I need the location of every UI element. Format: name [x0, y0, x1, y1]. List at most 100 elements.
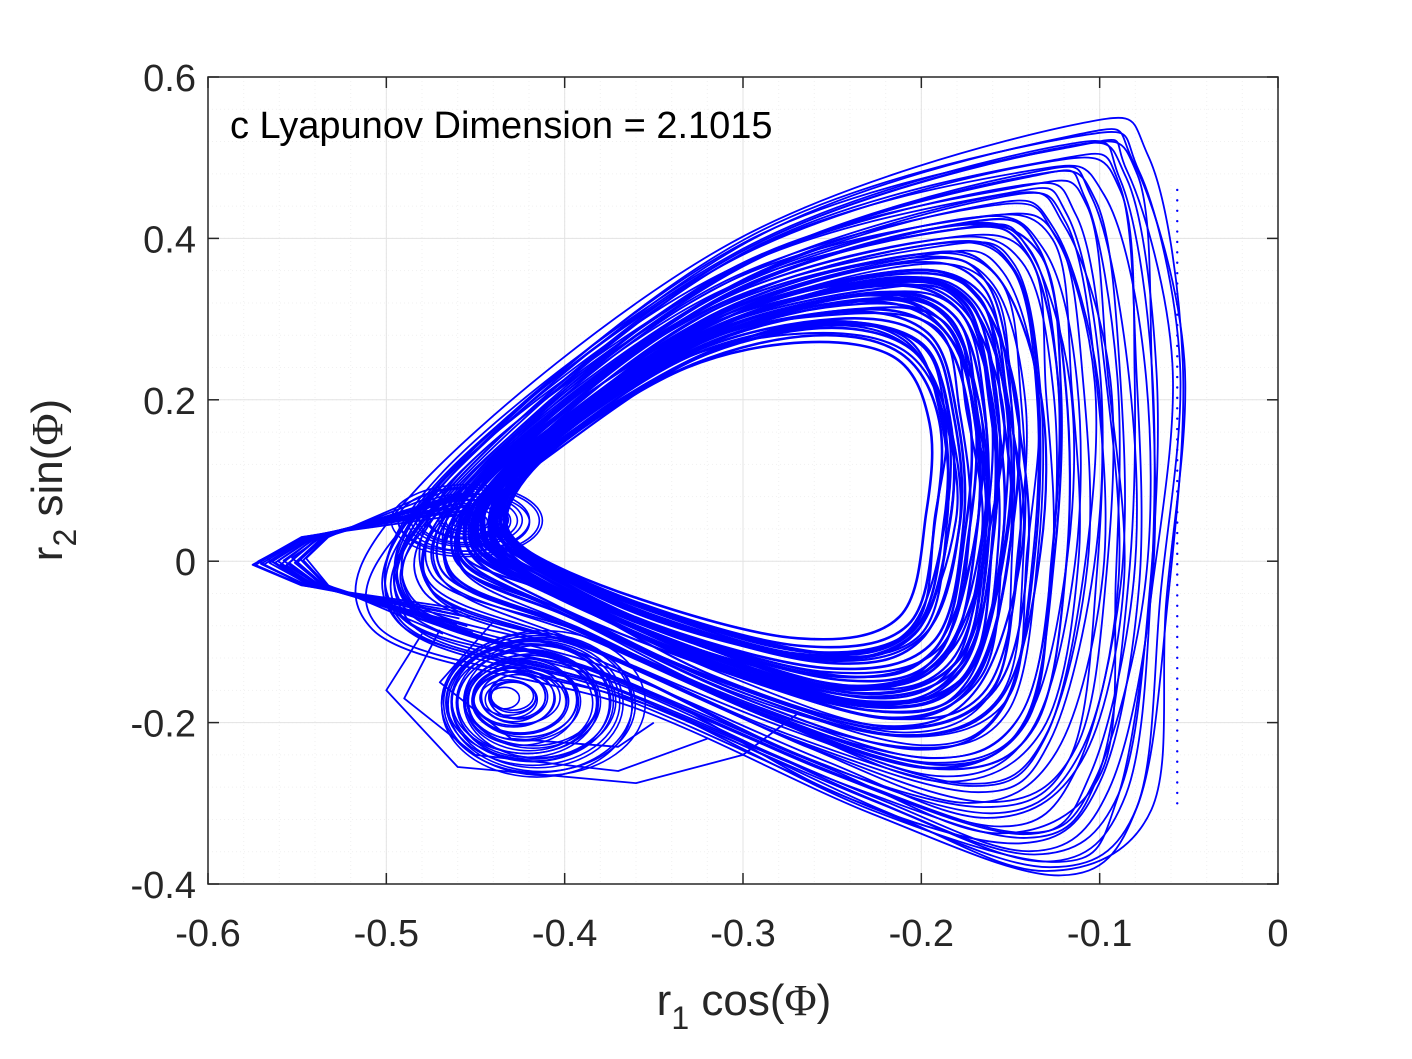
y-axis-label-base: r — [23, 547, 72, 562]
trajectory-edge-dot — [1176, 375, 1179, 379]
y-axis-label-symbol: Φ — [23, 413, 72, 445]
trajectory-edge-dot — [1176, 240, 1179, 244]
trajectory-edge-dot — [1176, 521, 1179, 524]
y-axis-label-close: ) — [23, 399, 72, 414]
y-tick-label: 0.2 — [143, 381, 196, 423]
trajectory-loop — [354, 116, 1185, 877]
trajectory-edge-dot — [1176, 427, 1179, 431]
trajectory-swirl — [418, 498, 512, 544]
trajectory-edge-dot — [1176, 687, 1179, 691]
x-axis-label-subscript: 1 — [671, 1000, 689, 1036]
trajectory-edge-dot — [1176, 791, 1179, 795]
y-axis-label-func: sin( — [23, 445, 72, 528]
trajectory-edge-dot — [1176, 386, 1179, 389]
trajectory-edge-dot — [1176, 188, 1179, 192]
trajectory-edge-dot — [1176, 563, 1179, 566]
trajectory-loop — [435, 217, 1072, 771]
y-tick-label: 0.4 — [143, 219, 196, 261]
trajectory-edge-dot — [1176, 303, 1179, 306]
trajectory-loop — [456, 260, 1026, 728]
trajectory-swirl — [415, 495, 519, 546]
trajectory-edge-dot — [1176, 292, 1179, 296]
trajectory-edge-dot — [1176, 469, 1179, 472]
trajectory-loop — [384, 131, 1182, 869]
trajectory-edge-dot — [1176, 573, 1179, 576]
trajectory-edge-dot — [1176, 448, 1179, 452]
trajectory-edge-dot — [1176, 802, 1179, 805]
trajectory-edge-dot — [1176, 323, 1179, 327]
y-axis-label-subscript: 2 — [47, 529, 83, 547]
trajectory-swirl — [390, 483, 544, 558]
trajectory-loop — [457, 250, 1048, 737]
trajectory-swirl — [450, 512, 484, 530]
trajectory-swirl — [455, 513, 479, 526]
trajectory-loop — [495, 321, 956, 661]
x-tick-label: -0.2 — [889, 913, 954, 955]
trajectory-swirl — [397, 486, 541, 556]
trajectory-edge-dot — [1176, 531, 1179, 535]
trajectory-edge-dot — [1176, 282, 1179, 285]
trajectory-edge-dot — [1176, 604, 1179, 607]
trajectory-spiral — [450, 638, 624, 769]
y-tick-label: 0.6 — [143, 58, 196, 100]
trajectory-edge-dot — [1176, 261, 1179, 264]
trajectory-edge-dot — [1176, 781, 1179, 784]
trajectory-edge-dot — [1176, 542, 1179, 545]
trajectory-edge-dot — [1176, 718, 1179, 722]
trajectory-edge-dot — [1176, 739, 1179, 743]
x-axis-label-base: r — [657, 976, 672, 1025]
trajectory-loop — [471, 279, 1001, 706]
x-tick-label: -0.3 — [710, 913, 775, 955]
x-tick-labels: -0.6 -0.5 -0.4 -0.3 -0.2 -0.1 0 — [175, 913, 1288, 955]
trajectory-wedge — [302, 488, 473, 634]
trajectory-edge-dot — [1176, 396, 1179, 400]
trajectory-loop — [393, 141, 1159, 856]
trajectory-edge-dot — [1176, 635, 1179, 639]
x-axis-label: r1 cos(Φ) — [657, 976, 832, 1036]
trajectory-edge-dot — [1176, 666, 1179, 670]
trajectory-loop — [364, 128, 1187, 872]
trajectory-edge-dot — [1176, 500, 1179, 504]
trajectory-edge-dot — [1176, 511, 1179, 514]
y-axis-label: r2 sin(Φ) — [23, 399, 83, 561]
trajectory-edge-dot — [1176, 677, 1179, 680]
tick-marks — [207, 76, 1279, 885]
trajectory-edge-dot — [1176, 552, 1179, 556]
trajectory-spiral — [447, 636, 637, 773]
trajectory-edge-dot — [1176, 365, 1179, 368]
trajectory-edge-dot — [1176, 750, 1179, 753]
trajectory-spiral — [451, 648, 602, 755]
attractor-trajectory — [251, 116, 1187, 877]
x-tick-label: 0 — [1267, 913, 1288, 955]
trajectory-excursion — [438, 621, 655, 748]
trajectory-loop — [400, 182, 1121, 815]
trajectory-swirl — [426, 499, 510, 540]
trajectory-edge-dot — [1176, 760, 1179, 763]
trajectory-loop — [421, 202, 1098, 787]
trajectory-spiral — [488, 673, 549, 720]
trajectory-loop — [424, 213, 1081, 783]
trajectory-edge-dot — [1176, 219, 1179, 223]
y-tick-label: -0.2 — [131, 704, 196, 746]
x-axis-label-close: ) — [817, 976, 832, 1025]
trajectory-edge-dot — [1176, 479, 1179, 483]
trajectory-edge-dot — [1176, 407, 1179, 410]
trajectory-spiral — [440, 634, 633, 778]
trajectory-edge-dot — [1176, 230, 1179, 233]
y-tick-label: 0 — [175, 542, 196, 584]
trajectory-swirl — [428, 502, 501, 539]
trajectory-edge-dot — [1176, 334, 1179, 337]
trajectory-edge-dot — [1176, 209, 1179, 212]
trajectory-edge-dot — [1176, 355, 1179, 358]
trajectory-edge-dot — [1176, 199, 1179, 202]
trajectory-loop — [432, 212, 1092, 785]
trajectory-loop — [418, 191, 1115, 804]
trajectory-edge-dot — [1176, 490, 1179, 493]
trajectory-edge-dot — [1176, 344, 1179, 348]
trajectory-edge-dot — [1176, 646, 1179, 649]
trajectory-edge-dot — [1176, 271, 1179, 275]
trajectory-edge-dot — [1176, 708, 1179, 711]
trajectory-edge-dot — [1176, 459, 1179, 462]
trajectory-edge-dot — [1176, 698, 1179, 701]
